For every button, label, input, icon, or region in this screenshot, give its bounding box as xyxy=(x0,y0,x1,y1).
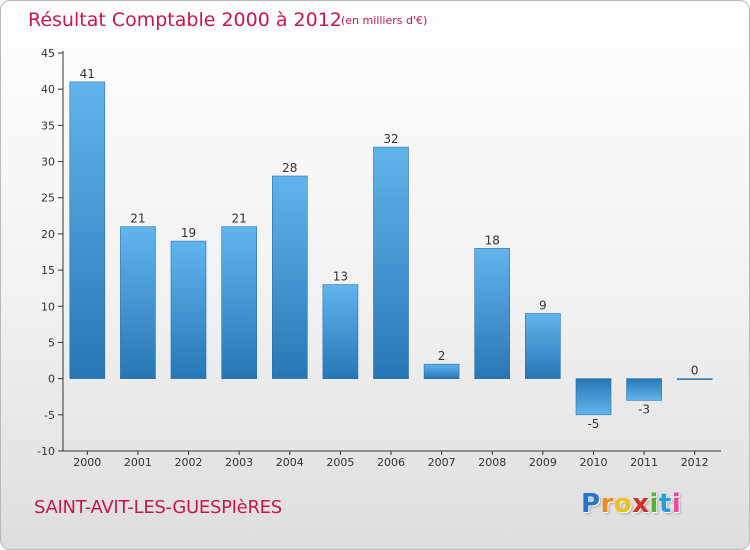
y-tick-label: 45 xyxy=(41,47,55,60)
y-tick-label: 40 xyxy=(41,83,55,96)
bar-2008[interactable] xyxy=(474,248,511,379)
y-tick-label: -10 xyxy=(37,445,55,458)
y-tick-label: 20 xyxy=(41,228,55,241)
x-tick-label: 2004 xyxy=(276,456,304,469)
data-label-2009: 9 xyxy=(539,299,547,313)
commune-name: SAINT-AVIT-LES-GUESPIèRES xyxy=(34,497,282,518)
data-label-2004: 28 xyxy=(282,161,297,175)
bars xyxy=(69,81,713,416)
brand-letter: t xyxy=(658,489,672,519)
y-tick-label: 35 xyxy=(41,119,55,132)
brand-letter: i xyxy=(671,489,682,519)
brand-letter: o xyxy=(613,489,633,519)
x-tick-label: 2007 xyxy=(428,456,456,469)
brand-letter: P xyxy=(581,489,601,519)
x-tick-label: 2002 xyxy=(175,456,203,469)
x-tick-label: 2000 xyxy=(73,456,101,469)
y-tick-label: 30 xyxy=(41,156,55,169)
y-tick-label: 15 xyxy=(41,264,55,277)
bar-2001[interactable] xyxy=(120,226,156,379)
bar-2007[interactable] xyxy=(423,363,460,380)
data-labels: 41 21 19 21 28 13 32 2 18 9 -5 -3 0 xyxy=(80,67,699,431)
y-tick-label: 10 xyxy=(41,300,55,313)
bar-2002[interactable] xyxy=(170,240,207,379)
x-tick-label: 2001 xyxy=(124,456,152,469)
bar-2003[interactable] xyxy=(221,226,257,379)
data-label-2006: 32 xyxy=(383,132,398,146)
x-tick-label: 2012 xyxy=(681,456,709,469)
x-tick-label: 2006 xyxy=(377,456,405,469)
brand-letter: r xyxy=(600,489,614,519)
bar-2005[interactable] xyxy=(322,284,359,380)
data-label-2010: -5 xyxy=(587,417,599,431)
data-label-2002: 19 xyxy=(181,226,196,240)
chart-subtitle: (en milliers d'€) xyxy=(341,14,428,27)
x-tick-label: 2008 xyxy=(478,456,506,469)
bar-2012[interactable] xyxy=(676,378,713,380)
x-tick-label: 2009 xyxy=(529,456,557,469)
proxiti-logo[interactable]: Proxiti xyxy=(581,489,681,519)
brand-letter: i xyxy=(649,489,659,519)
data-label-2005: 13 xyxy=(333,270,348,284)
data-label-2011: -3 xyxy=(638,402,650,416)
bar-2009[interactable] xyxy=(524,313,561,379)
bar-2010[interactable] xyxy=(575,378,612,416)
x-tick-label: 2011 xyxy=(630,456,658,469)
data-label-2007: 2 xyxy=(438,349,446,363)
data-label-2012: 0 xyxy=(691,364,699,378)
data-label-2003: 21 xyxy=(232,212,247,226)
y-tick-label: 25 xyxy=(41,192,55,205)
y-tick-label: 5 xyxy=(48,336,55,349)
bar-2004[interactable] xyxy=(271,175,308,379)
x-tick-label: 2010 xyxy=(579,456,607,469)
x-tick-label: 2003 xyxy=(225,456,253,469)
brand-letter: x xyxy=(632,489,650,519)
bar-2006[interactable] xyxy=(373,146,409,380)
bar-2000[interactable] xyxy=(69,81,106,379)
data-label-2001: 21 xyxy=(130,212,145,226)
chart-title: Résultat Comptable 2000 à 2012 xyxy=(28,9,342,31)
data-label-2000: 41 xyxy=(80,67,95,81)
y-tick-label: 0 xyxy=(48,373,55,386)
data-label-2008: 18 xyxy=(485,233,500,247)
y-tick-label: -5 xyxy=(44,409,55,422)
x-tick-label: 2005 xyxy=(326,456,354,469)
bar-2011[interactable] xyxy=(626,378,662,401)
